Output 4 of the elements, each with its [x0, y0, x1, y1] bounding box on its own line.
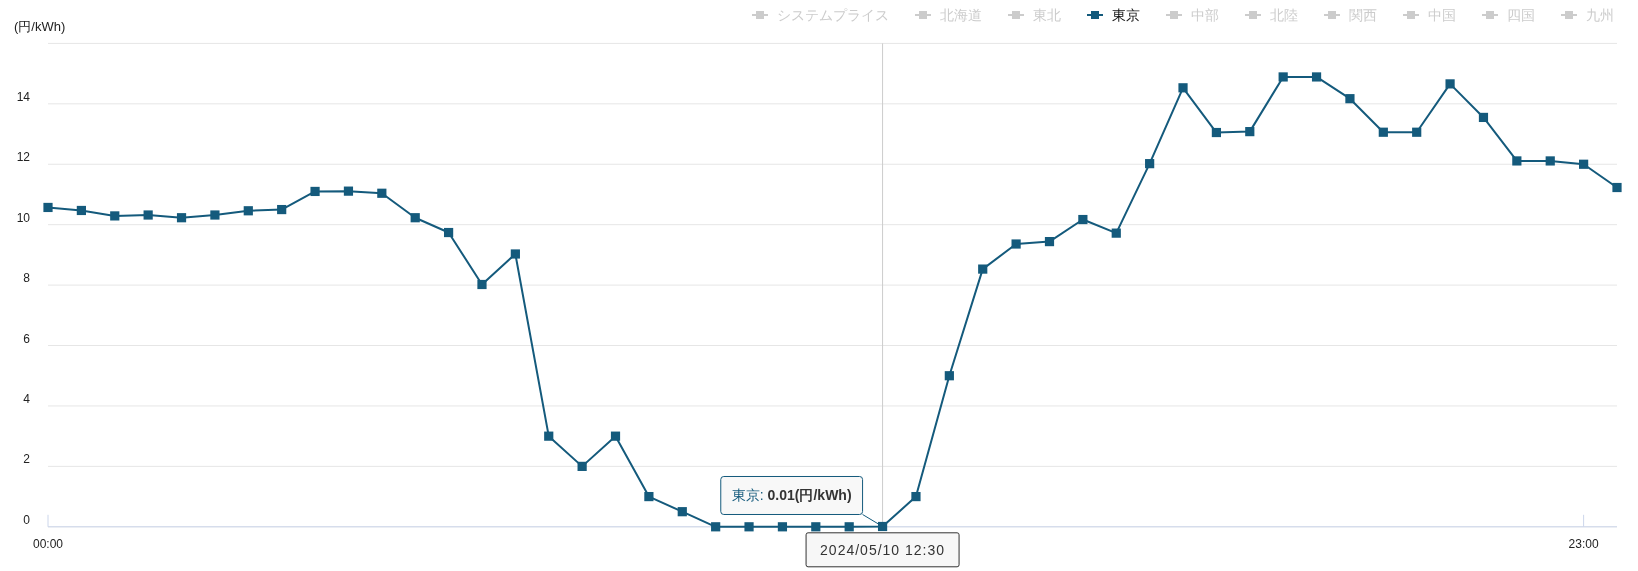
ylabel: (円/kWh) [14, 19, 66, 34]
annotation: 東京: 0.01(円/kWh) [731, 487, 852, 504]
ref-line-label: 2024/05/10 12:30 [820, 541, 946, 558]
legend-label: 東京 [1112, 7, 1140, 23]
